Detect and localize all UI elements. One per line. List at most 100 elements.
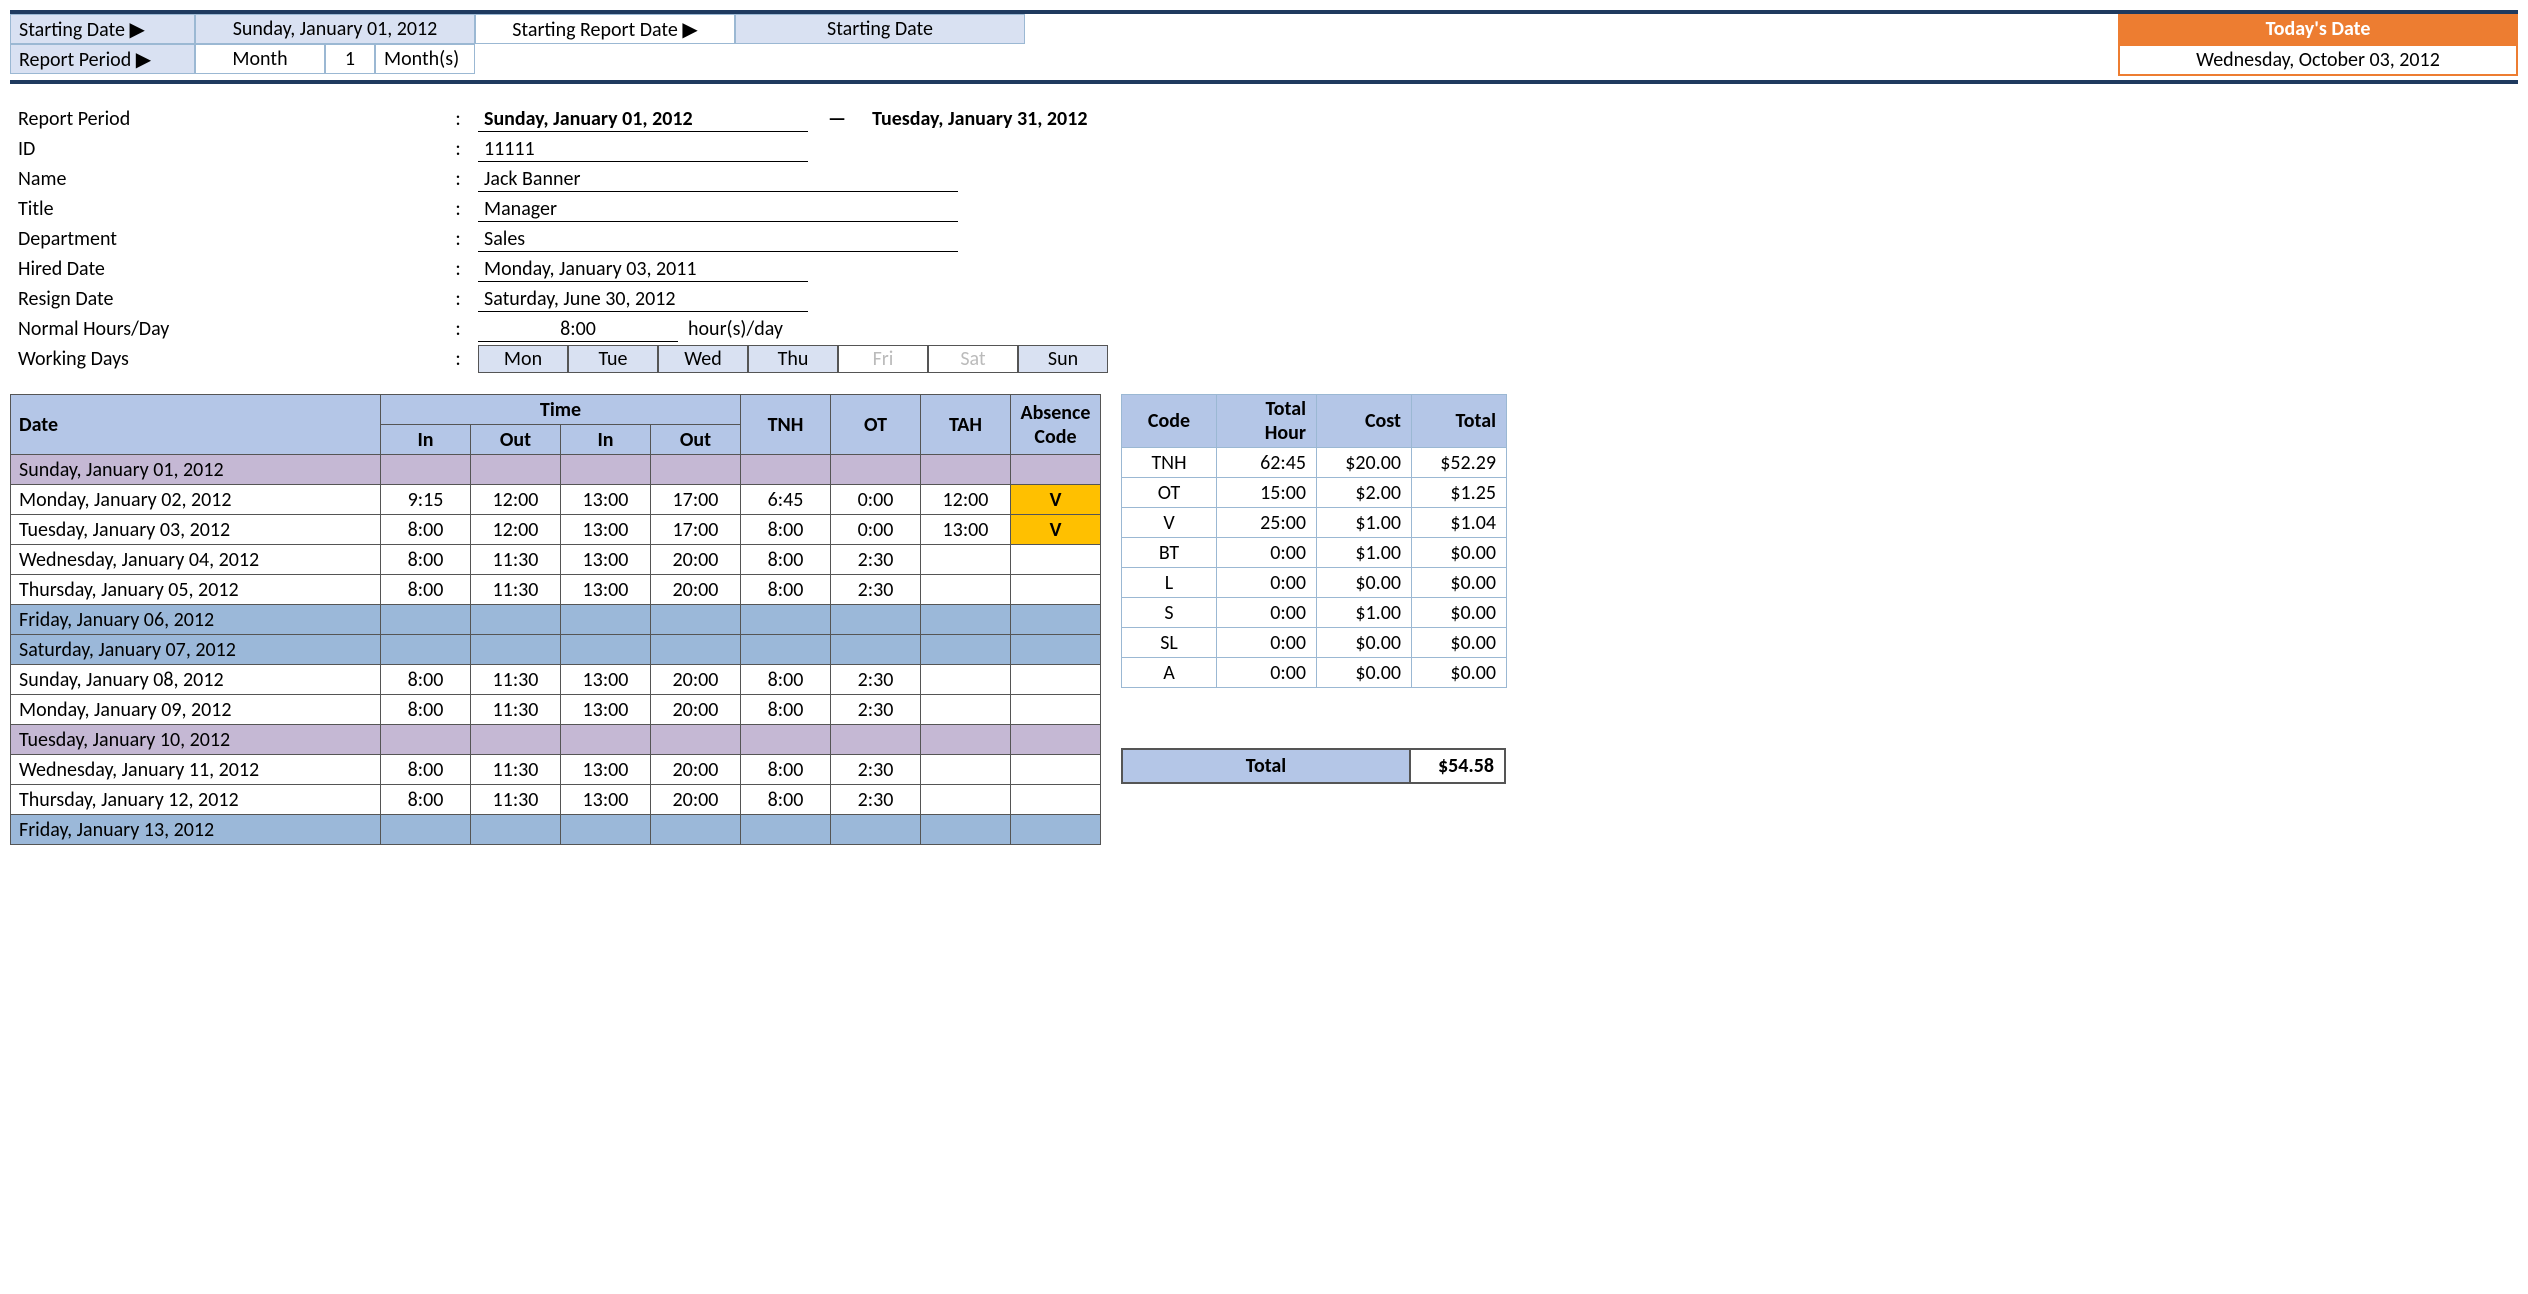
summary-cell-code: L [1122,568,1217,598]
report-period-num[interactable]: 1 [325,44,375,74]
cell-date: Sunday, January 08, 2012 [11,665,381,695]
day-box-tue[interactable]: Tue [568,345,658,373]
summary-cell-total: $0.00 [1412,568,1507,598]
cell-in1: 8:00 [381,545,471,575]
summary-section: Code Total Hour Cost Total TNH62:45$20.0… [1121,394,1507,784]
cell-in1: 8:00 [381,785,471,815]
summary-cell-hour: 0:00 [1217,568,1317,598]
today-value: Wednesday, October 03, 2012 [2118,44,2518,76]
cell-tah [921,665,1011,695]
th-out2: Out [651,425,741,455]
summary-row: OT15:00$2.00$1.25 [1122,478,1507,508]
table-row[interactable]: Monday, January 09, 20128:0011:3013:0020… [11,695,1101,725]
summary-cell-cost: $1.00 [1317,538,1412,568]
starting-report-value[interactable]: Starting Date [735,14,1025,44]
day-box-sat[interactable]: Sat [928,345,1018,373]
summary-cell-total: $52.29 [1412,448,1507,478]
table-row[interactable]: Thursday, January 05, 20128:0011:3013:00… [11,575,1101,605]
starting-date-value[interactable]: Sunday, January 01, 2012 [195,14,475,44]
summary-cell-hour: 62:45 [1217,448,1317,478]
cell-tnh [741,635,831,665]
cell-ot: 2:30 [831,695,921,725]
info-hours-label: Normal Hours/Day [18,317,438,341]
th-hour: Total Hour [1217,395,1317,448]
grand-total-label: Total [1121,748,1411,784]
summary-cell-hour: 15:00 [1217,478,1317,508]
cell-in2 [561,605,651,635]
cell-ot: 2:30 [831,785,921,815]
cell-abs [1011,725,1101,755]
day-box-fri[interactable]: Fri [838,345,928,373]
report-period-unit[interactable]: Month [195,44,325,74]
info-section: Report Period : Sunday, January 01, 2012… [18,104,2518,374]
cell-tah [921,755,1011,785]
cell-date: Friday, January 13, 2012 [11,815,381,845]
summary-cell-cost: $0.00 [1317,628,1412,658]
summary-cell-hour: 25:00 [1217,508,1317,538]
info-dept-label: Department [18,227,438,251]
report-period-label: Report Period ▶ [10,44,195,74]
info-resign-label: Resign Date [18,287,438,311]
cell-tah [921,545,1011,575]
cell-abs [1011,635,1101,665]
summary-cell-code: TNH [1122,448,1217,478]
info-title-label: Title [18,197,438,221]
day-box-thu[interactable]: Thu [748,345,838,373]
cell-date: Monday, January 09, 2012 [11,695,381,725]
cell-tah [921,575,1011,605]
table-row[interactable]: Monday, January 02, 20129:1512:0013:0017… [11,485,1101,515]
summary-row: TNH62:45$20.00$52.29 [1122,448,1507,478]
day-box-sun[interactable]: Sun [1018,345,1108,373]
info-name-label: Name [18,167,438,191]
time-table: Date Time TNH OT TAH Absence Code In Out… [10,394,1101,845]
cell-in2: 13:00 [561,695,651,725]
th-out1: Out [471,425,561,455]
th-cost: Cost [1317,395,1412,448]
table-row[interactable]: Tuesday, January 10, 2012 [11,725,1101,755]
cell-out1: 11:30 [471,665,561,695]
table-row[interactable]: Saturday, January 07, 2012 [11,635,1101,665]
cell-out1 [471,455,561,485]
cell-out1 [471,605,561,635]
th-ot: OT [831,395,921,455]
summary-cell-code: BT [1122,538,1217,568]
table-row[interactable]: Thursday, January 12, 20128:0011:3013:00… [11,785,1101,815]
cell-tah [921,785,1011,815]
cell-in2 [561,455,651,485]
today-box: Today's Date Wednesday, October 03, 2012 [2118,14,2518,76]
cell-tnh: 8:00 [741,785,831,815]
table-row[interactable]: Tuesday, January 03, 20128:0012:0013:001… [11,515,1101,545]
cell-out1 [471,815,561,845]
day-box-mon[interactable]: Mon [478,345,568,373]
cell-date: Tuesday, January 10, 2012 [11,725,381,755]
cell-tnh [741,815,831,845]
th-time: Time [381,395,741,425]
cell-out2 [651,725,741,755]
cell-in2: 13:00 [561,755,651,785]
table-row[interactable]: Sunday, January 01, 2012 [11,455,1101,485]
table-row[interactable]: Friday, January 06, 2012 [11,605,1101,635]
cell-out2 [651,635,741,665]
cell-out1: 11:30 [471,785,561,815]
summary-cell-cost: $1.00 [1317,598,1412,628]
summary-cell-hour: 0:00 [1217,538,1317,568]
cell-date: Sunday, January 01, 2012 [11,455,381,485]
cell-ot [831,725,921,755]
header-bar: Starting Date ▶ Sunday, January 01, 2012… [10,10,2518,76]
cell-abs [1011,575,1101,605]
cell-ot: 0:00 [831,485,921,515]
day-box-wed[interactable]: Wed [658,345,748,373]
cell-out1: 11:30 [471,755,561,785]
cell-tnh: 8:00 [741,545,831,575]
cell-abs: V [1011,485,1101,515]
cell-ot [831,635,921,665]
table-row[interactable]: Sunday, January 08, 20128:0011:3013:0020… [11,665,1101,695]
info-days-label: Working Days [18,347,438,371]
cell-in1 [381,635,471,665]
cell-ot: 0:00 [831,515,921,545]
table-row[interactable]: Wednesday, January 11, 20128:0011:3013:0… [11,755,1101,785]
table-row[interactable]: Wednesday, January 04, 20128:0011:3013:0… [11,545,1101,575]
th-tah: TAH [921,395,1011,455]
cell-tnh [741,725,831,755]
table-row[interactable]: Friday, January 13, 2012 [11,815,1101,845]
